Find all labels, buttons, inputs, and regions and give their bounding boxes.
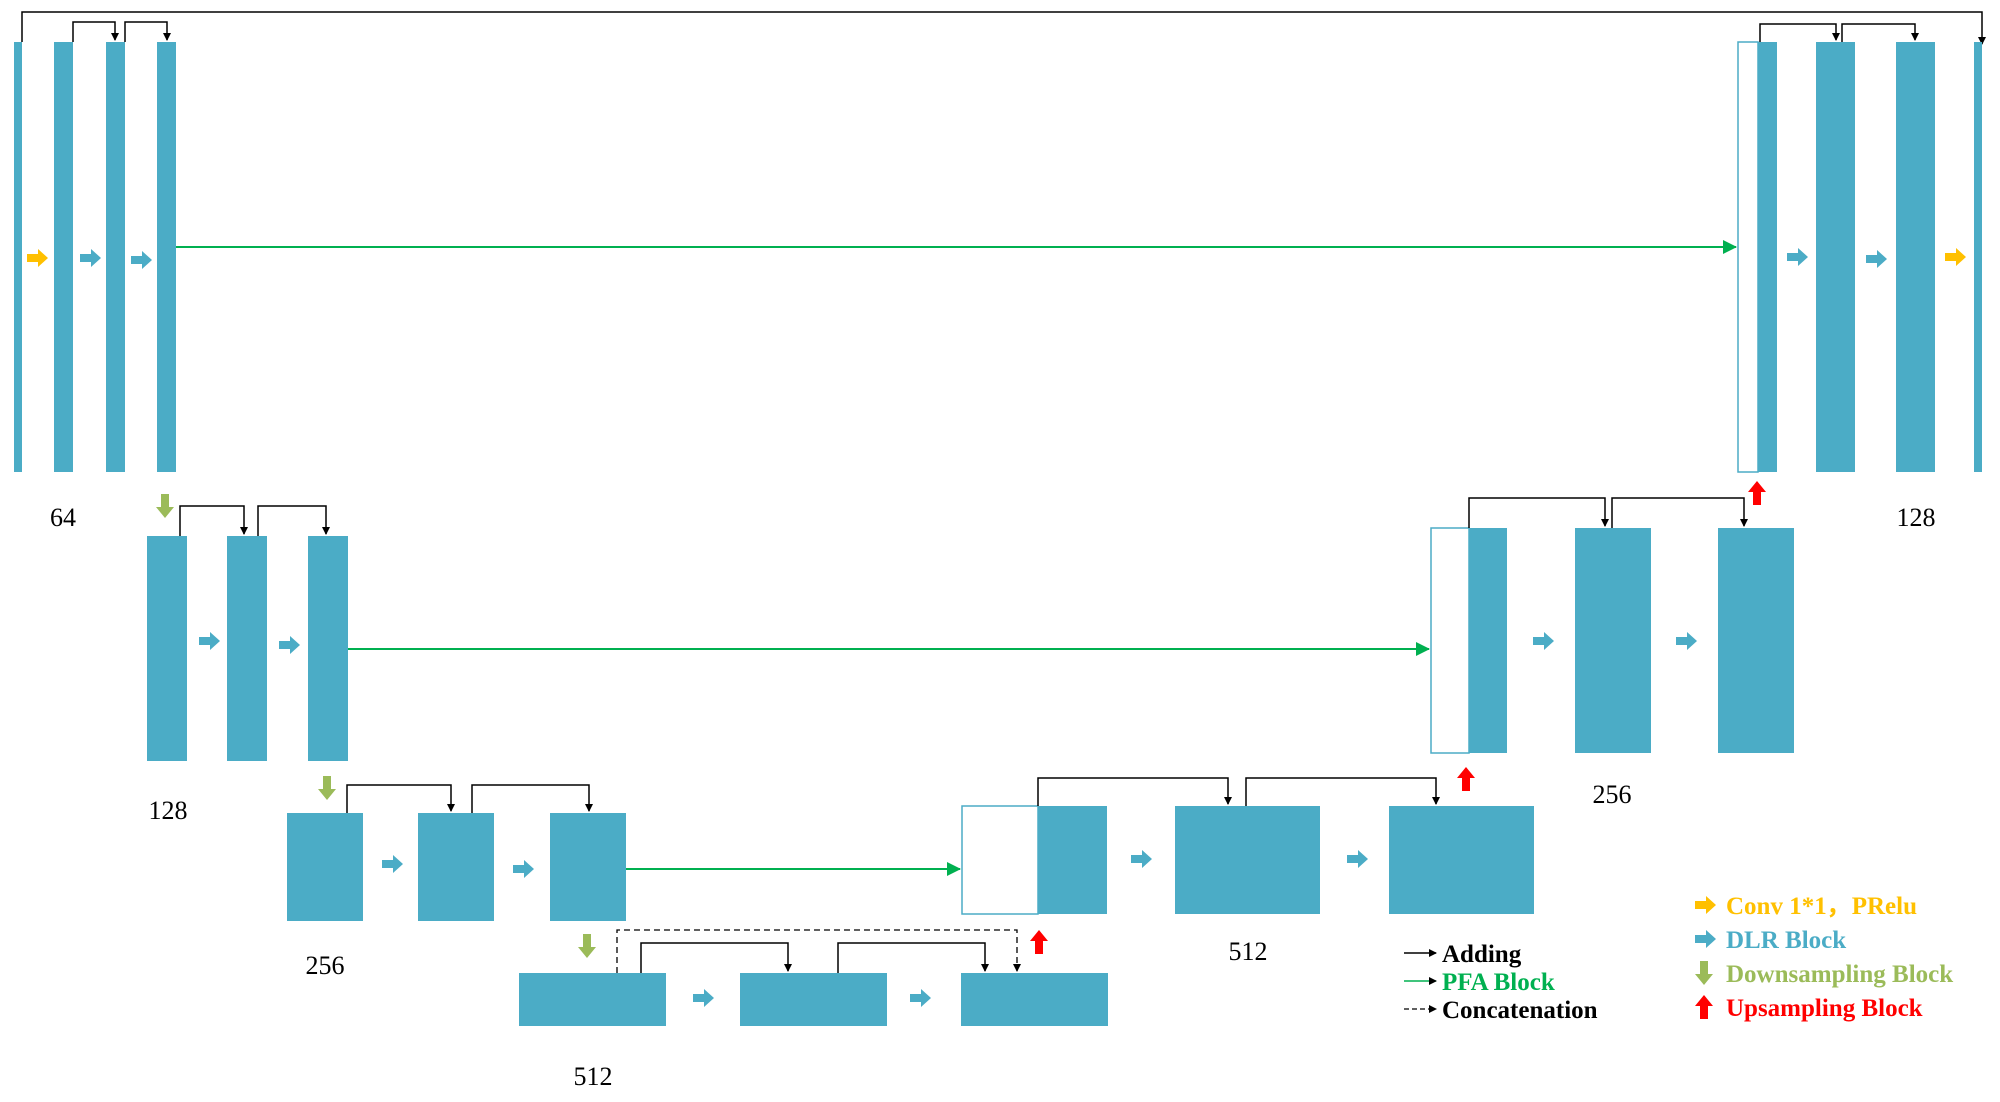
connection-legend: Adding PFA Block Concatenation [1404,941,1598,1024]
dlr-arrow-icon [1131,850,1152,868]
adding-legend-label: Adding [1442,941,1522,968]
arrow-icon-layer [27,248,1966,1019]
dec3-block-2 [1175,806,1320,914]
dec1-block-1 [1758,42,1777,472]
channel-labels: 64 128 256 512 512 256 128 [50,503,1936,1091]
bottleneck-adding-skip-1 [640,942,792,973]
concat-legend-label: Concatenation [1442,997,1598,1024]
dec3-concat-outline [961,805,1039,915]
global-adding-skip [21,11,1986,45]
dlr-arrow-icon [513,860,534,878]
up-legend-label: Upsampling Block [1726,995,1923,1022]
dlr-arrow-icon [1347,850,1368,868]
enc1-block-2 [106,42,125,472]
down-legend-label: Downsampling Block [1726,961,1953,988]
channel-label-bottleneck: 512 [574,1062,613,1091]
dec2-block-1 [1469,528,1507,753]
bottleneck-concatenation [616,929,1021,973]
output-block [1974,42,1982,472]
upsample-arrow-icon [1748,481,1766,505]
bottleneck-block-3 [961,973,1108,1026]
pfa-legend-label: PFA Block [1442,969,1555,996]
input-block [14,42,22,472]
channel-label-dec2: 256 [1593,780,1632,809]
dec1-block-2 [1816,42,1855,472]
dlr-legend-label: DLR Block [1726,927,1846,954]
enc2-block-2 [227,536,267,761]
dec1-concat-outline [1737,41,1759,473]
dlr-arrow-icon [279,636,300,654]
enc1-adding-skip-2 [124,21,171,42]
enc2-adding-skip-1 [179,505,248,536]
enc3-block-2 [418,813,494,921]
dlr-legend-icon [1695,930,1716,948]
dlr-arrow-icon [382,855,403,873]
dec3-block-1 [1038,806,1107,914]
conv-arrow-icon [1945,248,1966,266]
dec3-adding-skip-1 [1037,777,1232,806]
dec2-block-2 [1575,528,1651,753]
decoder-level-1 [1737,23,1982,473]
block-legend: Conv 1*1，PRelu DLR Block Downsampling Bl… [1726,893,1953,1022]
encoder-level-2 [147,505,348,761]
bottleneck-block-1 [519,973,666,1026]
channel-label-enc2: 128 [149,796,188,825]
dlr-arrow-icon [80,249,101,267]
upsample-arrow-icon [1457,767,1475,791]
dec2-adding-skip-2 [1611,497,1748,528]
dec3-block-3 [1389,806,1534,914]
dec3-adding-skip-2 [1245,777,1440,806]
bottleneck-block-2 [740,973,887,1026]
dlr-arrow-icon [1676,632,1697,650]
encoder-level-3 [287,784,626,921]
dlr-arrow-icon [1533,632,1554,650]
dec1-adding-skip-1 [1759,23,1840,42]
enc3-block-1 [287,813,363,921]
dec1-block-3 [1896,42,1935,472]
dlr-arrow-icon [199,632,220,650]
downsample-arrow-icon [318,776,336,800]
enc1-block-3 [157,42,176,472]
conv-arrow-icon [27,249,48,267]
conv-legend-icon [1695,896,1716,914]
bottleneck-adding-skip-2 [837,942,989,973]
upsample-arrow-icon [1030,930,1048,954]
channel-label-dec1: 128 [1897,503,1936,532]
bottleneck-level [519,929,1108,1026]
channel-label-dec3: 512 [1229,937,1268,966]
conv-legend-label: Conv 1*1，PRelu [1726,893,1917,920]
channel-label-enc3: 256 [306,951,345,980]
dlr-arrow-icon [1866,250,1887,268]
channel-label-enc1: 64 [50,503,76,532]
enc2-block-3 [308,536,348,761]
dec1-adding-skip-2 [1841,23,1919,42]
dec2-adding-skip-1 [1468,497,1609,528]
dlr-arrow-icon [910,989,931,1007]
enc3-adding-skip-1 [346,784,455,813]
enc1-block-1 [54,42,73,472]
decoder-level-3 [961,777,1534,915]
encoder-level-1 [14,21,176,472]
downsample-arrow-icon [156,494,174,518]
dec2-block-3 [1718,528,1794,753]
decoder-level-2 [1430,497,1794,754]
downsample-arrow-icon [578,934,596,958]
dlr-arrow-icon [131,251,152,269]
dec2-concat-outline [1430,527,1470,754]
enc3-block-3 [550,813,626,921]
downsample-legend-icon [1695,961,1713,985]
upsample-legend-icon [1695,995,1713,1019]
enc2-block-1 [147,536,187,761]
dlr-arrow-icon [1787,248,1808,266]
enc2-adding-skip-2 [257,505,330,536]
enc1-adding-skip-1 [72,21,119,42]
enc3-adding-skip-2 [471,784,593,813]
dlr-arrow-icon [693,989,714,1007]
